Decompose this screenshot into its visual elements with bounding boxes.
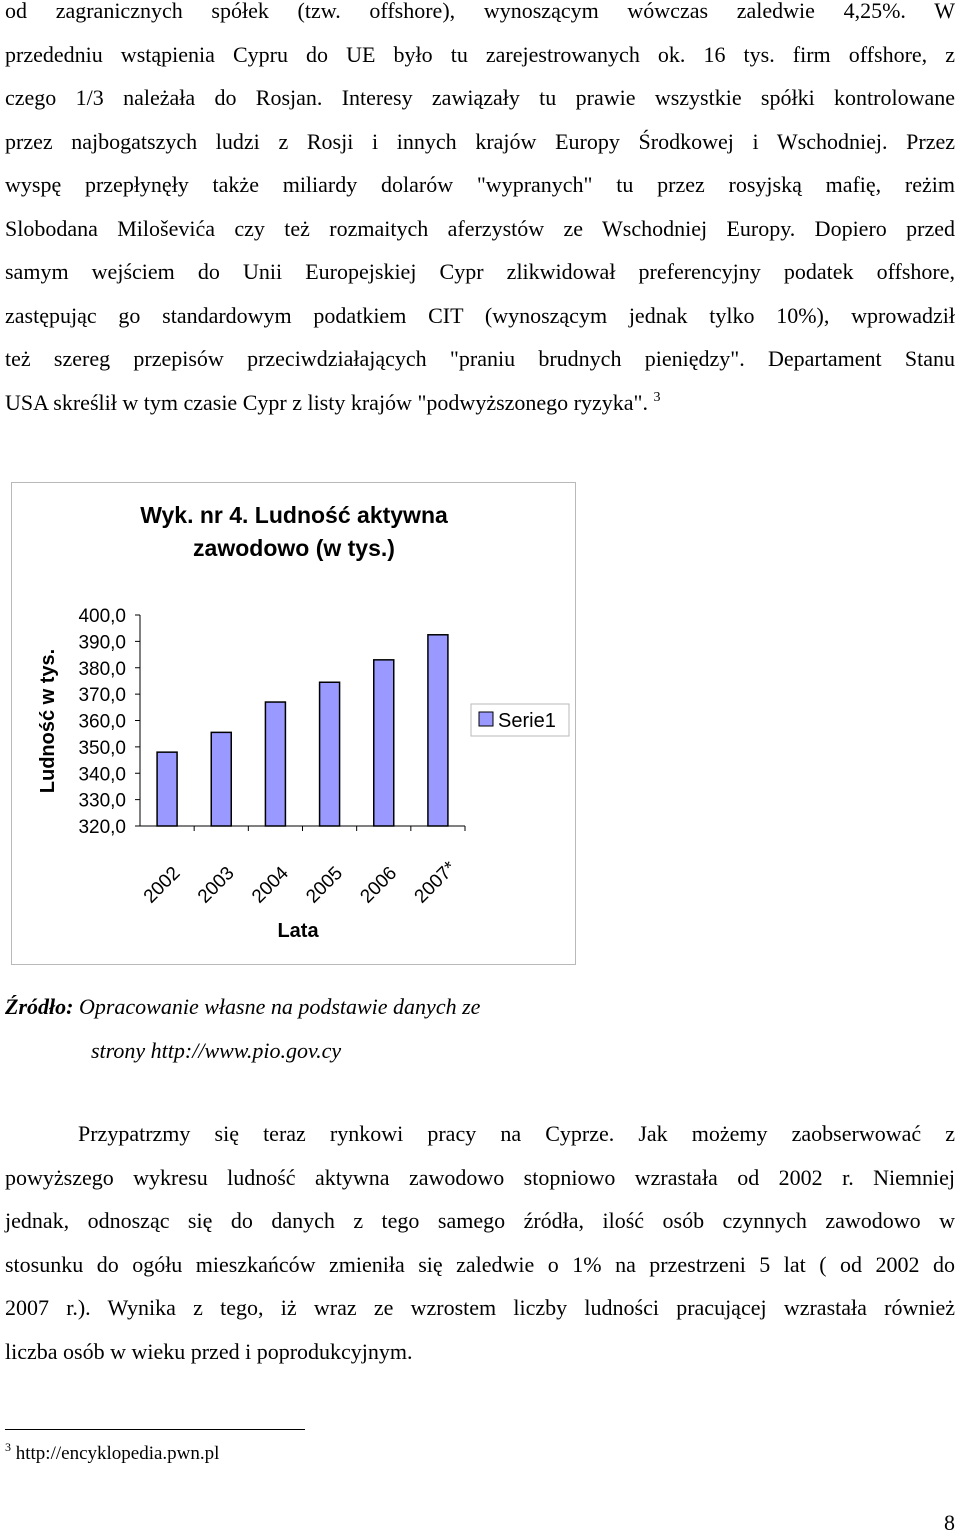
chart-container: Wyk. nr 4. Ludność aktywna zawodowo (w t… xyxy=(11,482,576,965)
footnote-reference[interactable]: 3 xyxy=(653,389,661,405)
figure-source: Źródło: Opracowanie własne na podstawie … xyxy=(5,985,480,1073)
text-line-content: USA skreślił w tym czasie Cypr z listy k… xyxy=(5,389,649,415)
bar-2003 xyxy=(210,731,232,827)
text-line: samym wejściem do Unii Europejskiej Cypr… xyxy=(5,259,955,284)
text-line: wyspę przepłynęły także miliardy dolarów… xyxy=(5,172,955,197)
bar-2002 xyxy=(156,751,178,827)
text-line: jednak, odnosząc się do danych z tego sa… xyxy=(5,1208,955,1233)
y-tick-label: 390,0 xyxy=(78,632,126,653)
x-tick-label: 2003 xyxy=(194,863,239,908)
legend-label: Serie1 xyxy=(498,710,556,732)
x-tick-label: 2007* xyxy=(411,857,461,907)
bar-2005 xyxy=(318,681,341,827)
x-axis-label: Lata xyxy=(277,920,319,942)
text-line: od zagranicznych spółek (tzw. offshore),… xyxy=(5,0,955,23)
y-tick-label: 340,0 xyxy=(78,764,126,785)
x-tick-label: 2004 xyxy=(248,862,293,907)
x-tick-label: 2005 xyxy=(302,863,347,908)
page-number: 8 xyxy=(944,1510,955,1535)
legend-swatch xyxy=(478,711,494,727)
text-line-last: USA skreślił w tym czasie Cypr z listy k… xyxy=(5,381,955,425)
text-line: stosunku do ogółu mieszkańców zmieniła s… xyxy=(5,1251,955,1277)
y-axis-label: Ludność w tys. xyxy=(37,649,59,793)
text-line: 2007 r.). Wynika z tego, iż wraz ze wzro… xyxy=(5,1295,955,1320)
y-tick-label: 360,0 xyxy=(78,712,126,733)
bar-2006 xyxy=(373,659,395,827)
text-line: przez najbogatszych ludzi z Rosji i inny… xyxy=(5,128,955,154)
y-tick-label: 350,0 xyxy=(78,738,126,759)
y-tick-label: 370,0 xyxy=(78,685,126,706)
footnote-number: 3 xyxy=(5,1440,11,1454)
chart-title-line1: Wyk. nr 4. Ludność aktywna xyxy=(140,502,448,528)
bar-2007* xyxy=(427,634,449,827)
bar-chart: Wyk. nr 4. Ludność aktywna zawodowo (w t… xyxy=(37,502,570,942)
text-line: powyższego wykresu ludność aktywna zawod… xyxy=(5,1164,955,1190)
source-label: Źródło: xyxy=(5,994,74,1019)
y-tick-label: 330,0 xyxy=(78,791,126,812)
footnote-divider xyxy=(5,1429,305,1430)
bottom-paragraph: Przypatrzmy się teraz rynkowi pracy na C… xyxy=(5,1112,955,1373)
x-tick-label: 2002 xyxy=(140,863,185,908)
chart-legend: Serie1 xyxy=(470,703,570,737)
bar-2004 xyxy=(264,701,287,827)
text-line: Przypatrzmy się teraz rynkowi pracy na C… xyxy=(78,1121,955,1146)
text-line: też szereg przepisów przeciwdziałających… xyxy=(5,346,955,371)
y-tick-label: 320,0 xyxy=(78,817,126,838)
y-tick-label: 380,0 xyxy=(78,659,126,680)
chart-title-line2: zawodowo (w tys.) xyxy=(193,535,395,561)
x-tick-label: 2006 xyxy=(356,863,401,908)
y-tick-label: 400,0 xyxy=(78,606,126,627)
text-line: czego 1/3 należała do Rosjan. Interesy z… xyxy=(5,85,955,110)
source-text: Opracowanie własne na podstawie danych z… xyxy=(73,994,481,1019)
source-line1: Źródło: Opracowanie własne na podstawie … xyxy=(5,994,480,1019)
text-line: przededniu wstąpienia Cypru do UE było t… xyxy=(5,41,955,67)
text-line-last: liczba osób w wieku przed i poprodukcyjn… xyxy=(5,1338,413,1364)
text-line: Slobodana Miloševića czy też rozmaitych … xyxy=(5,215,955,241)
text-line: zastępując go standardowym podatkiem CIT… xyxy=(5,302,955,328)
source-line2: strony http://www.pio.gov.cy xyxy=(91,1038,342,1063)
top-paragraph: od zagranicznych spółek (tzw. offshore),… xyxy=(5,0,955,424)
footnote: 3 http://encyklopedia.pwn.pl xyxy=(5,1440,219,1468)
footnote-link[interactable]: http://encyklopedia.pwn.pl xyxy=(11,1443,220,1464)
